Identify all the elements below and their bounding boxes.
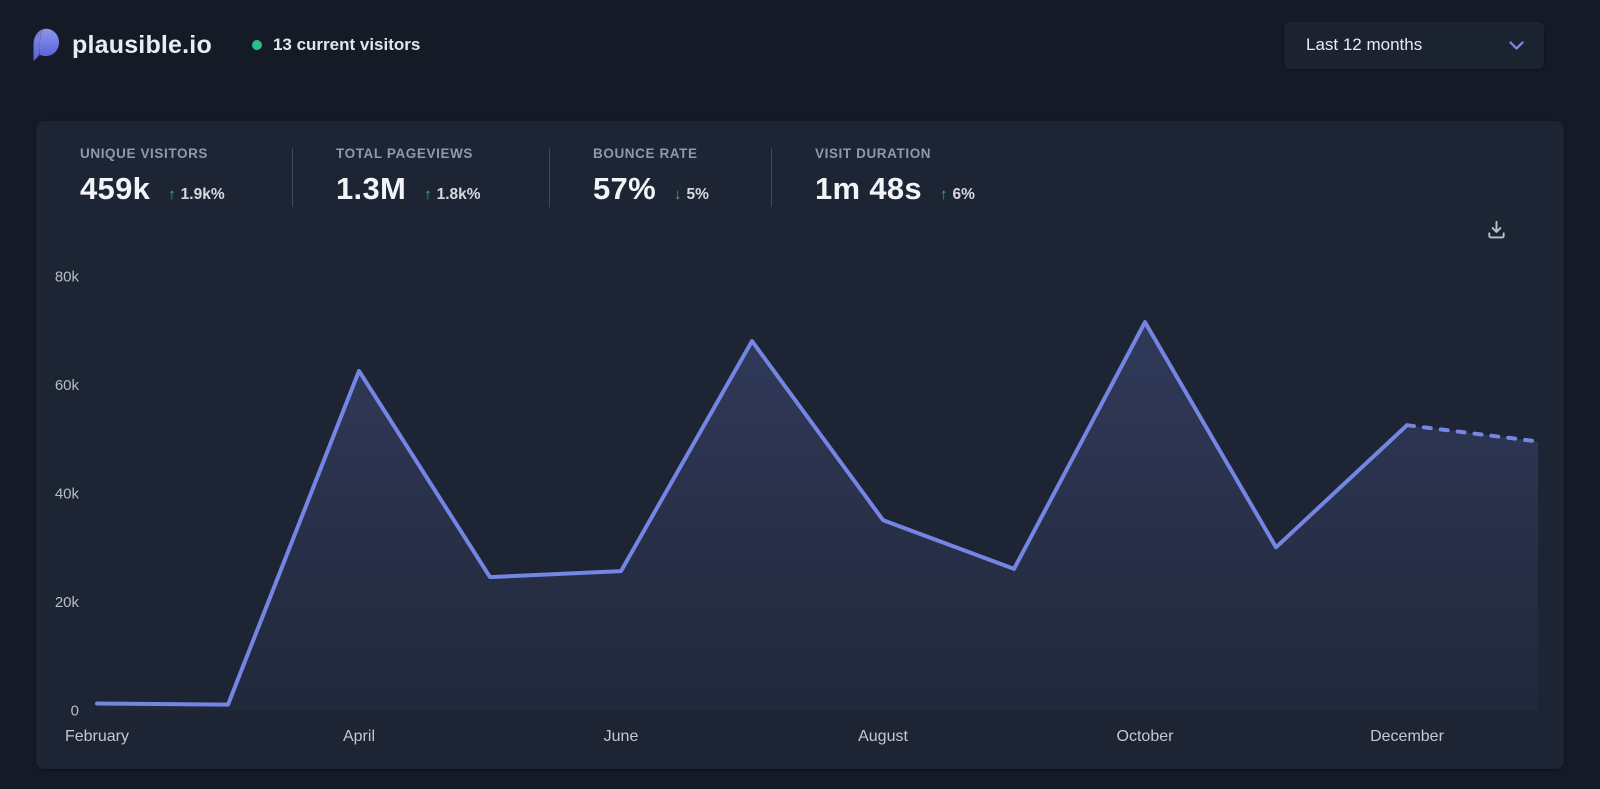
- stat-label: VISIT DURATION: [815, 146, 932, 161]
- download-icon: [1487, 220, 1505, 238]
- x-axis-label: June: [604, 728, 639, 745]
- current-visitors-label: 13 current visitors: [272, 35, 421, 54]
- site-name: plausible.io: [72, 30, 212, 59]
- y-axis-label: 60k: [55, 377, 80, 394]
- stats-row: UNIQUE VISITORS 459k ↑ 1.9k% TOTAL PAGEV…: [80, 146, 975, 207]
- stat-label: UNIQUE VISITORS: [80, 146, 209, 161]
- stat-visit-duration[interactable]: VISIT DURATION 1m 48s ↑ 6%: [815, 146, 975, 207]
- stat-change: ↓ 5%: [673, 186, 709, 203]
- chart-line: [95, 320, 1409, 707]
- stat-value: 1m 48s: [815, 171, 922, 206]
- x-axis-label: December: [1370, 728, 1444, 745]
- site-switcher[interactable]: plausible.io: [30, 28, 212, 62]
- stat-unique-visitors[interactable]: UNIQUE VISITORS 459k ↑ 1.9k%: [80, 146, 249, 207]
- x-axis-label: February: [65, 728, 129, 745]
- y-axis-label: 20k: [55, 594, 80, 611]
- stat-change: ↑ 6%: [939, 186, 975, 203]
- stat-divider: [549, 148, 550, 207]
- date-range-dropdown[interactable]: Last 12 months: [1284, 21, 1544, 69]
- arrow-up-icon: ↑: [424, 186, 432, 203]
- arrow-up-icon: ↑: [939, 186, 948, 203]
- stat-label: TOTAL PAGEVIEWS: [336, 146, 474, 161]
- stat-divider: [771, 148, 772, 207]
- x-axis-label: October: [1117, 728, 1175, 745]
- stat-value: 57%: [593, 171, 656, 206]
- plausible-logo-icon: [33, 28, 60, 62]
- stat-label: BOUNCE RATE: [593, 146, 698, 161]
- arrow-up-icon: ↑: [168, 186, 176, 203]
- visitors-chart[interactable]: 0 20k 40k 60k 80k February April June August Octo…: [36, 121, 1562, 769]
- dashboard-card: UNIQUE VISITORS 459k ↑ 1.9k% TOTAL PAGEV…: [36, 121, 1564, 769]
- date-range-label: Last 12 months: [1306, 35, 1423, 54]
- y-axis-label: 40k: [55, 486, 80, 503]
- y-axis-label: 0: [71, 703, 79, 720]
- x-axis-label: April: [343, 728, 375, 745]
- x-axis-label: August: [858, 728, 908, 745]
- stat-value: 1.3M: [336, 171, 407, 206]
- stat-total-pageviews[interactable]: TOTAL PAGEVIEWS 1.3M ↑ 1.8k%: [336, 146, 506, 207]
- stat-change: ↑ 1.9k%: [168, 186, 225, 203]
- stat-change: ↑ 1.8k%: [424, 186, 481, 203]
- current-visitors-badge[interactable]: 13 current visitors: [251, 35, 421, 55]
- chevron-down-icon: [1509, 40, 1524, 50]
- stat-bounce-rate[interactable]: BOUNCE RATE 57% ↓ 5%: [593, 146, 728, 207]
- arrow-down-icon: ↓: [673, 186, 682, 203]
- top-bar: plausible.io 13 current visitors Last 12…: [0, 0, 1600, 90]
- visitors-chart-area: 0 20k 40k 60k 80k February April June August Octo…: [36, 121, 1564, 769]
- chart-area-fill: [97, 322, 1538, 710]
- download-export-button[interactable]: [1482, 215, 1510, 243]
- chart-line-dashed: [1405, 423, 1540, 444]
- y-axis-label: 80k: [55, 269, 80, 286]
- live-dot-icon: [251, 40, 262, 50]
- stat-divider: [292, 148, 293, 207]
- stat-value: 459k: [80, 171, 151, 206]
